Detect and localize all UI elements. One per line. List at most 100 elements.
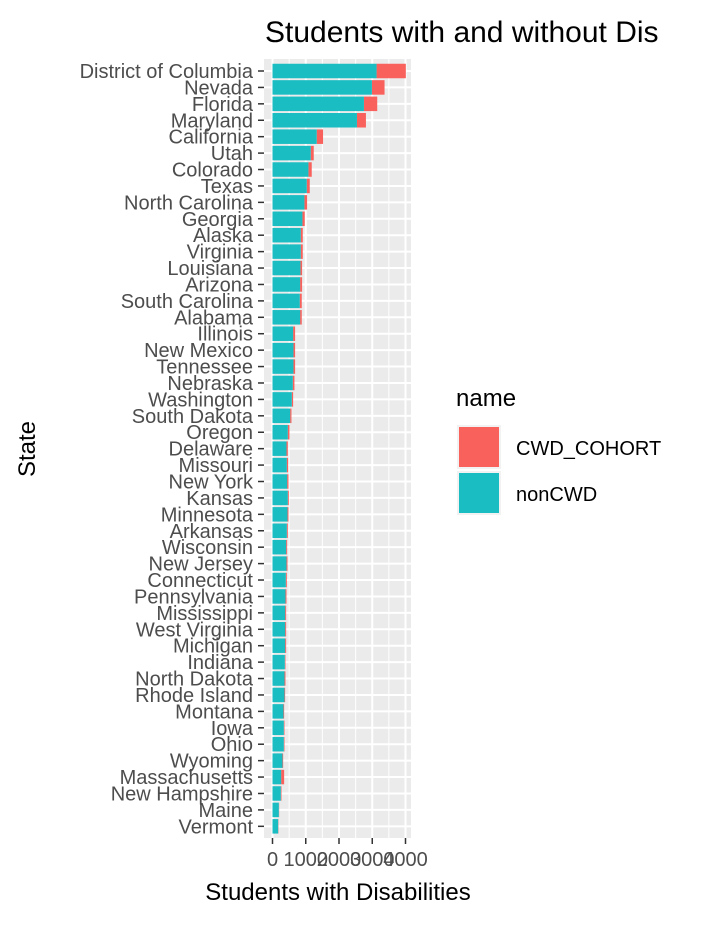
bar-noncwd [273,359,294,374]
bar-noncwd [273,474,288,489]
bar-noncwd [273,704,284,719]
bar-noncwd [273,524,287,539]
legend: name CWD_COHORT nonCWD [456,385,661,515]
bar-noncwd [273,753,283,768]
chart-title: Students with and without Dis [265,16,659,49]
bar-cwd-cohort [377,64,406,79]
bar-noncwd [273,244,301,259]
bar-cwd-cohort [288,425,290,440]
bar-cwd-cohort [285,655,286,670]
bar-noncwd [273,671,285,686]
bar-noncwd [273,540,287,555]
bar-noncwd [273,212,303,227]
bar-noncwd [273,638,286,653]
bar-noncwd [273,179,307,194]
legend-label-cwd-cohort: CWD_COHORT [516,438,661,460]
bar-cwd-cohort [287,458,288,473]
bar-noncwd [273,162,309,177]
bar-noncwd [273,819,279,834]
bar-noncwd [273,129,317,144]
bar-cwd-cohort [287,474,288,489]
bar-cwd-cohort [311,146,314,161]
bar-noncwd [273,277,301,292]
bar-noncwd [273,688,285,703]
bar-cwd-cohort [372,80,385,95]
bar-cwd-cohort [300,294,302,309]
bar-noncwd [273,803,279,818]
bar-noncwd [273,573,286,588]
bar-cwd-cohort [300,261,302,276]
bar-noncwd [273,392,292,407]
bar-noncwd [273,507,288,521]
bar-noncwd [273,80,372,95]
bar-cwd-cohort [290,409,291,424]
bar-cwd-cohort [285,622,286,637]
y-axis: District of ColumbiaNevadaFloridaMarylan… [80,61,264,838]
bar-noncwd [273,458,287,473]
bar-cwd-cohort [283,704,284,719]
bar-noncwd [273,770,282,785]
bar-noncwd [273,606,286,621]
bar-noncwd [273,425,288,440]
bar-noncwd [273,409,291,424]
bar-cwd-cohort [284,737,285,752]
bar-cwd-cohort [285,589,286,604]
bar-cwd-cohort [308,162,311,177]
bar-noncwd [273,556,287,571]
bar-cwd-cohort [364,97,377,112]
bar-noncwd [273,737,284,752]
bar-cwd-cohort [300,310,302,325]
bar-cwd-cohort [293,343,295,358]
x-tick-label: 4000 [383,849,428,871]
bar-noncwd [273,64,377,79]
legend-label-noncwd: nonCWD [516,484,597,506]
legend-key-noncwd [459,473,499,513]
bar-noncwd [273,721,284,736]
bar-noncwd [273,589,286,604]
bar-noncwd [273,294,300,309]
bar-cwd-cohort [286,573,287,588]
bar-noncwd [273,146,311,161]
bar-cwd-cohort [285,638,286,653]
bar-cwd-cohort [287,524,288,539]
bar-cwd-cohort [282,753,283,768]
bar-cwd-cohort [304,195,307,210]
bar-cwd-cohort [286,540,287,555]
bar-cwd-cohort [293,376,295,391]
bar-cwd-cohort [284,671,285,686]
bar-noncwd [273,622,286,637]
bar-noncwd [273,326,294,341]
bar-cwd-cohort [285,606,286,621]
y-tick-label: Vermont [179,816,254,838]
legend-key-cwd-cohort [459,427,499,467]
bar-noncwd [273,113,357,128]
bar-cwd-cohort [293,359,295,374]
bar-cwd-cohort [287,507,288,521]
bar-cwd-cohort [281,786,282,801]
bar-noncwd [273,491,288,506]
bar-noncwd [273,786,281,801]
bar-cwd-cohort [286,556,287,571]
bar-cwd-cohort [300,277,302,292]
bar-cwd-cohort [357,113,366,128]
bar-cwd-cohort [293,326,295,341]
bar-cwd-cohort [302,212,304,227]
bar-noncwd [273,228,301,243]
bar-cwd-cohort [301,244,303,259]
legend-title: name [456,385,516,412]
bar-noncwd [273,261,301,276]
bar-noncwd [273,343,294,358]
bar-noncwd [273,97,364,112]
bar-cwd-cohort [288,491,289,506]
bar-cwd-cohort [281,770,284,785]
y-axis-title: State [14,421,41,477]
bar-noncwd [273,310,301,325]
bar-cwd-cohort [286,441,287,456]
bar-cwd-cohort [284,688,285,703]
bar-cwd-cohort [317,129,323,144]
bar-noncwd [273,376,293,391]
bar-cwd-cohort [284,721,285,736]
